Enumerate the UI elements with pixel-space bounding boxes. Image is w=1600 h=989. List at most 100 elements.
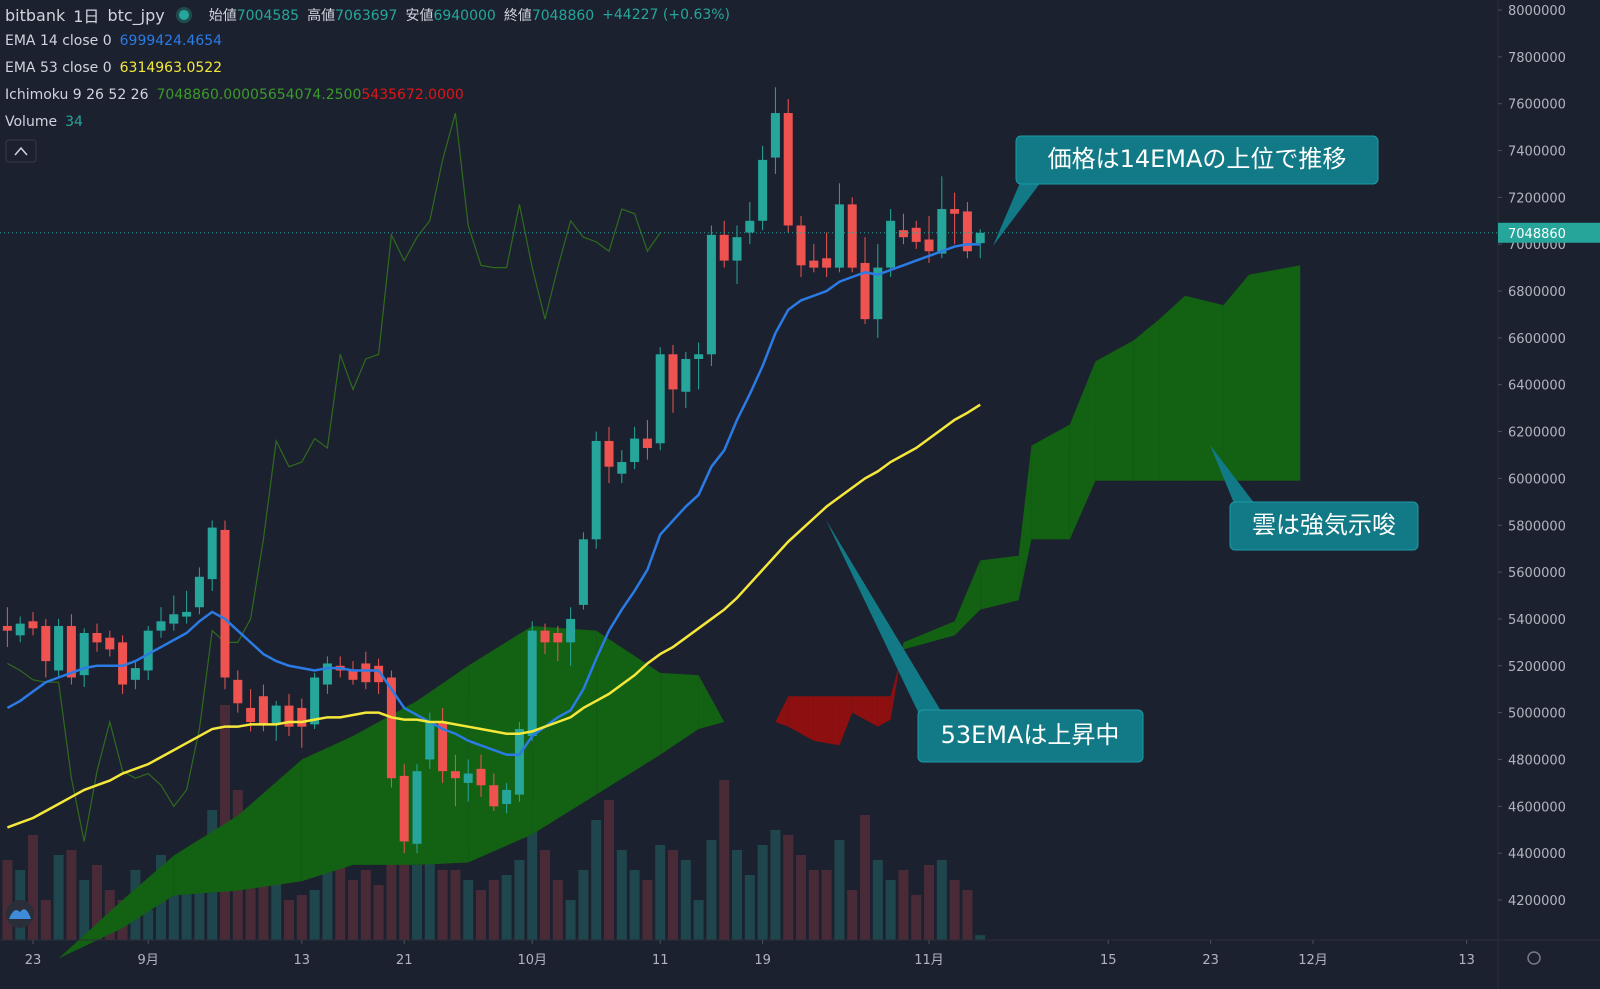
- candle-body: [566, 618, 576, 643]
- volume-bar: [719, 780, 730, 940]
- cloud: [1069, 361, 1096, 540]
- legend-value: 5435672.0000: [361, 87, 464, 103]
- candle-body: [246, 707, 256, 722]
- candle-body: [617, 462, 627, 474]
- ohlc-value: 7048860: [531, 8, 595, 24]
- volume-bar: [860, 815, 871, 940]
- cloud: [1018, 445, 1032, 601]
- cloud: [1031, 424, 1070, 540]
- candle-body: [310, 677, 320, 725]
- candle-body: [758, 159, 768, 221]
- volume-bar: [296, 895, 307, 940]
- candle-body: [719, 234, 729, 261]
- volume-bar: [744, 875, 755, 940]
- callout-pointer: [993, 178, 1044, 246]
- candle-body: [630, 438, 640, 463]
- volume-bar: [437, 870, 448, 940]
- callout-box: [1229, 501, 1419, 551]
- volume-bar: [552, 880, 563, 940]
- candle-body: [591, 440, 601, 540]
- callout-text: 53EMAは上昇中: [941, 721, 1120, 749]
- cloud: [1249, 265, 1301, 481]
- ohlc-value: 7063697: [335, 8, 398, 24]
- y-tick-label: 4600000: [1508, 800, 1566, 815]
- logo-mark: [9, 909, 31, 919]
- x-tick-label: 12月: [1298, 953, 1328, 968]
- candle-body: [412, 771, 422, 844]
- cloud: [122, 855, 174, 929]
- ohlc-label: 高値: [307, 8, 336, 24]
- volume-bar: [2, 860, 13, 940]
- candle-body: [527, 630, 537, 737]
- cloud: [839, 696, 853, 746]
- cloud: [1185, 295, 1224, 481]
- volume-bar: [335, 850, 346, 940]
- volume-bar: [476, 890, 487, 940]
- volume-bar: [757, 845, 768, 940]
- symbol: btc_jpy: [107, 5, 165, 25]
- volume-bar: [40, 900, 51, 940]
- price-label-bg: [1498, 222, 1600, 243]
- candle-body: [425, 721, 435, 760]
- volume-bar: [168, 895, 179, 940]
- candle-body: [898, 230, 908, 238]
- candle-body: [438, 721, 448, 772]
- symbol-header: bitbank 1日 btc_jpy 始値7004585 高値7063697 安…: [5, 3, 730, 27]
- candle-body: [783, 113, 793, 226]
- y-tick-label: 6600000: [1508, 332, 1566, 347]
- volume-bar: [540, 850, 551, 940]
- legend-value: 5654074.2500: [258, 87, 362, 103]
- y-tick-label: 7400000: [1508, 145, 1566, 160]
- candle-body: [642, 438, 652, 448]
- y-tick-label: 5800000: [1508, 519, 1566, 534]
- ema-line: [6, 242, 981, 757]
- exchange: bitbank: [5, 5, 66, 25]
- candle-body: [834, 204, 844, 268]
- cloud: [980, 555, 1019, 610]
- collapse-button[interactable]: [5, 139, 37, 163]
- status-dot: [178, 10, 189, 20]
- cloud: [852, 696, 878, 727]
- candle-body: [386, 677, 396, 779]
- volume-bar: [847, 890, 858, 940]
- candle-body: [476, 768, 486, 786]
- x-tick-label: 23: [25, 953, 42, 968]
- volume-bar: [936, 860, 947, 940]
- cloud: [890, 660, 901, 720]
- legend-name: Ichimoku 9 26 52 26: [5, 87, 149, 103]
- volume-bar: [79, 880, 90, 940]
- candle-body: [604, 440, 614, 467]
- candle-body: [130, 668, 140, 680]
- cloud: [660, 672, 699, 755]
- volume-bar: [629, 870, 640, 940]
- candle-body: [118, 642, 128, 685]
- x-tick-label: 13: [1458, 953, 1475, 968]
- volume-bar: [949, 880, 960, 940]
- volume-bar: [783, 835, 794, 940]
- volume-bar: [450, 870, 461, 940]
- plot-area: [0, 87, 1498, 959]
- candle-body: [361, 663, 371, 683]
- x-tick-label: 13: [294, 953, 311, 968]
- volume-bar: [245, 855, 256, 940]
- volume-bar: [898, 870, 909, 940]
- candle-body: [796, 225, 806, 266]
- settings-icon[interactable]: [1527, 951, 1541, 965]
- volume-bar: [488, 880, 499, 940]
- legend-row: EMA 14 close 0 6999424.4654: [5, 33, 222, 49]
- volume-bar: [578, 870, 589, 940]
- x-tick-label: 21: [396, 953, 413, 968]
- callout-box: [917, 709, 1144, 763]
- cloud: [1133, 319, 1160, 481]
- volume-bar: [399, 800, 410, 940]
- candle-body: [2, 625, 12, 631]
- volume-bar: [885, 880, 896, 940]
- candle-body: [950, 209, 960, 214]
- candle-body: [15, 623, 25, 636]
- callout: 価格は14EMAの上位で推移: [993, 135, 1379, 246]
- volume-bar: [911, 895, 922, 940]
- candle-body: [169, 614, 179, 624]
- legend-row: Volume 34: [5, 114, 83, 130]
- cloud: [1223, 274, 1250, 481]
